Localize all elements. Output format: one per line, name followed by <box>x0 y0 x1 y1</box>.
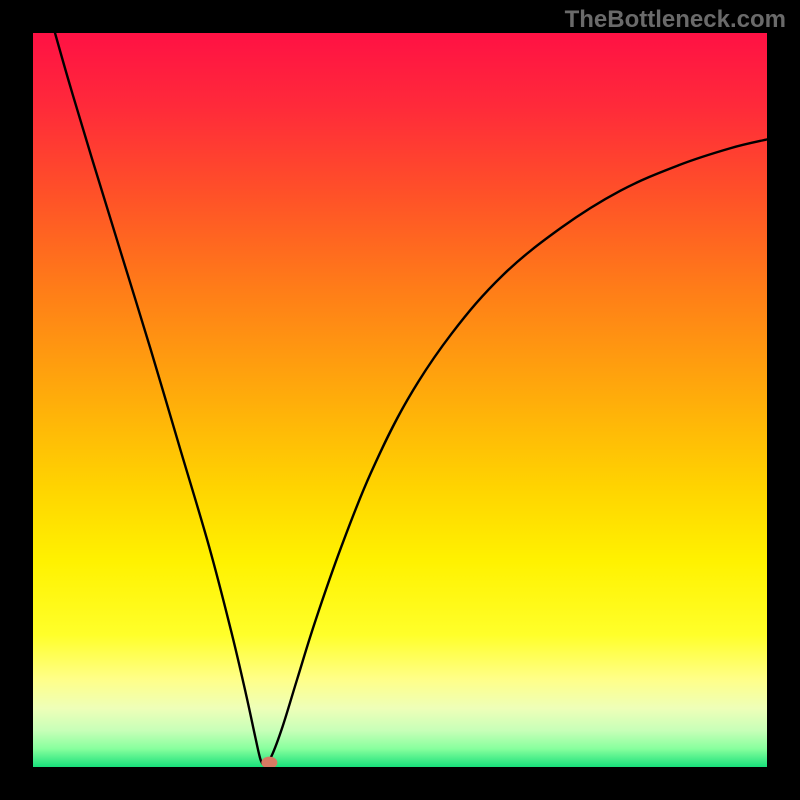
bottleneck-chart <box>33 33 767 767</box>
outer-frame: TheBottleneck.com <box>0 0 800 800</box>
watermark-text: TheBottleneck.com <box>565 6 786 34</box>
chart-background <box>33 33 767 767</box>
